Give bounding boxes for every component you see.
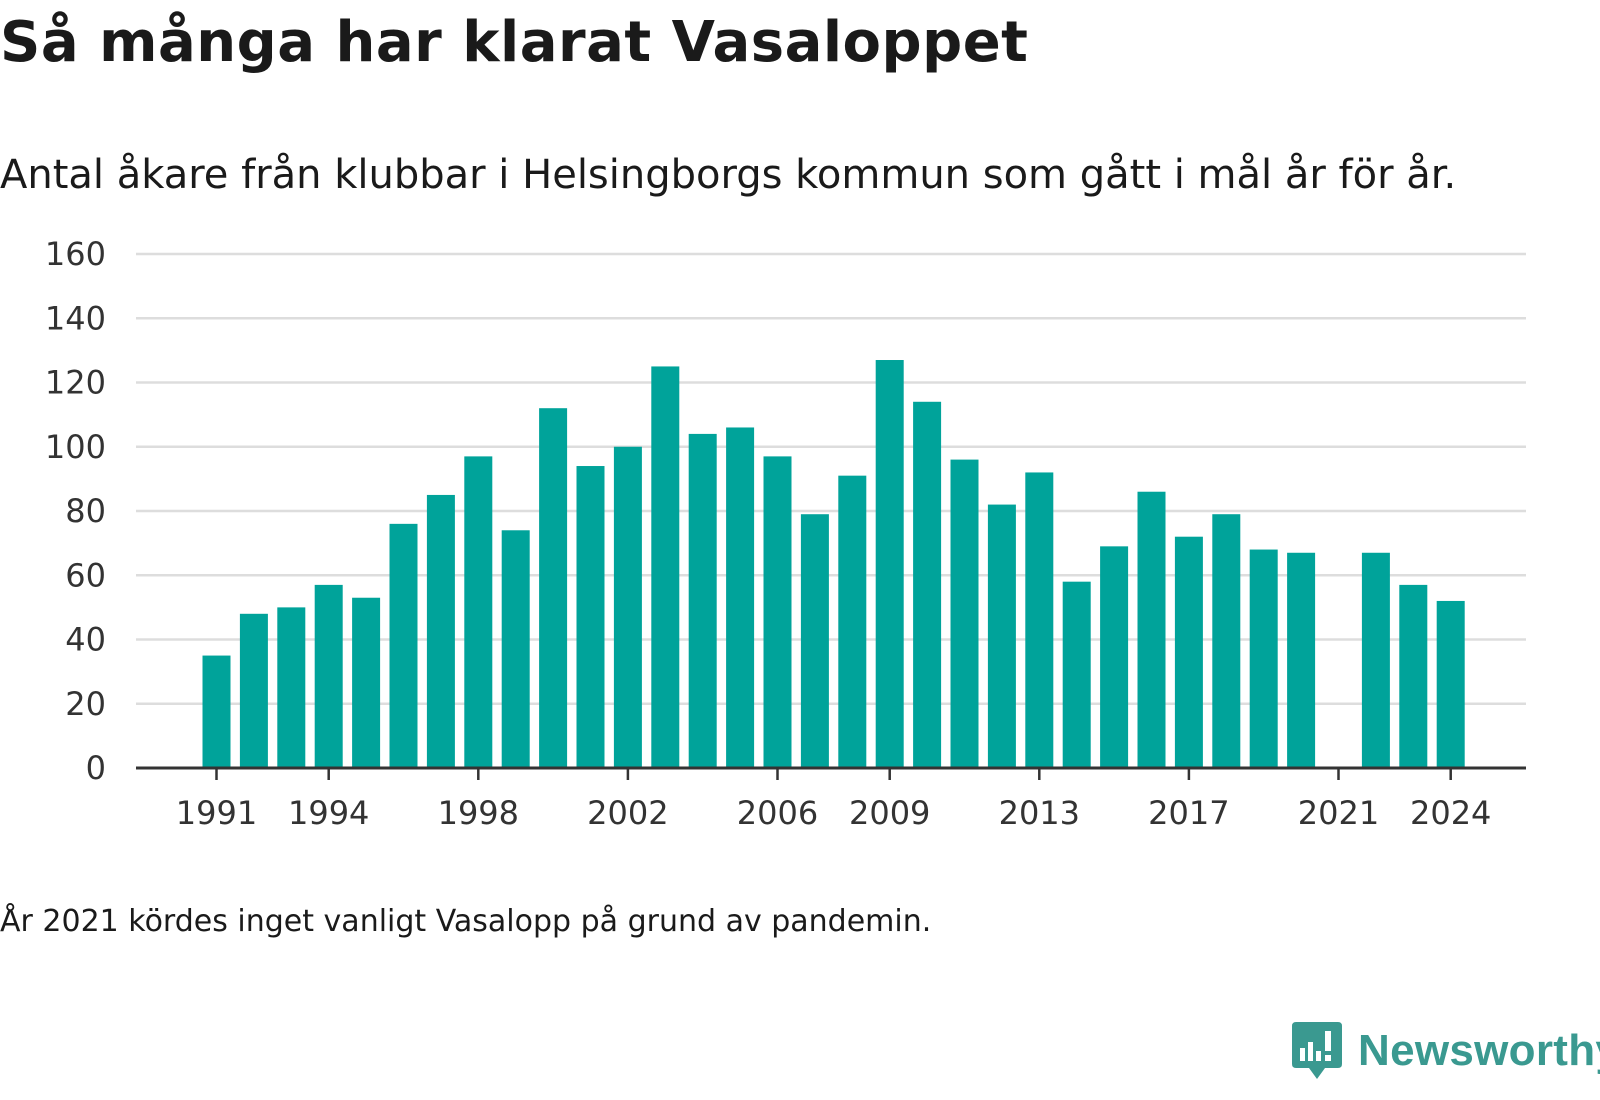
x-tick-label-2017: 2017 bbox=[1148, 794, 1229, 832]
x-tick-label-1998: 1998 bbox=[438, 794, 519, 832]
bar-2012 bbox=[987, 504, 1016, 768]
bar-1997 bbox=[426, 494, 455, 768]
y-tick-label-140: 140 bbox=[45, 299, 106, 337]
bar-2001 bbox=[576, 466, 605, 768]
bar-2017 bbox=[1174, 536, 1203, 768]
bar-2000 bbox=[539, 408, 568, 768]
x-axis bbox=[136, 766, 1526, 780]
bar-2002 bbox=[613, 446, 642, 768]
bar-chart: 0 20 40 60 80 100 120 140 160 1991 1994 1998 2002 20… bbox=[45, 235, 1526, 832]
y-tick-label-120: 120 bbox=[45, 364, 106, 402]
y-axis-tick-labels: 0 20 40 60 80 100 120 140 160 bbox=[45, 235, 106, 787]
footnote: År 2021 kördes inget vanligt Vasalopp på… bbox=[0, 904, 932, 939]
bar-2010 bbox=[913, 401, 942, 768]
bar-2006 bbox=[763, 456, 792, 768]
bar-2005 bbox=[726, 427, 755, 768]
chart-title: Så många har klarat Vasaloppet bbox=[0, 10, 1029, 75]
bar-1994 bbox=[314, 584, 343, 768]
bar-2013 bbox=[1025, 472, 1054, 768]
bar-1992 bbox=[239, 613, 268, 768]
bar-2003 bbox=[651, 366, 680, 768]
gridlines bbox=[136, 252, 1526, 705]
bar-2016 bbox=[1137, 491, 1166, 768]
bar-2004 bbox=[688, 433, 717, 768]
bar-1996 bbox=[389, 523, 418, 768]
bar-2020 bbox=[1287, 552, 1316, 768]
x-tick-label-2024: 2024 bbox=[1410, 794, 1491, 832]
bar-1999 bbox=[501, 530, 530, 768]
brand-logo: Newsworthy bbox=[1292, 1022, 1600, 1080]
bar-2018 bbox=[1212, 514, 1241, 768]
y-tick-label-100: 100 bbox=[45, 428, 106, 466]
x-tick-label-2013: 2013 bbox=[999, 794, 1080, 832]
bar-2008 bbox=[838, 475, 867, 768]
bar-2022 bbox=[1361, 552, 1390, 768]
x-axis-tick-labels: 1991 1994 1998 2002 2006 2009 2013 2017 2021 2024 bbox=[176, 794, 1492, 832]
chart-subtitle: Antal åkare från klubbar i Helsingborgs … bbox=[0, 152, 1457, 198]
brand-name: Newsworthy bbox=[1358, 1026, 1600, 1075]
x-tick-label-1994: 1994 bbox=[288, 794, 369, 832]
bar-1998 bbox=[464, 456, 493, 768]
x-tick-label-2009: 2009 bbox=[849, 794, 930, 832]
bar-2019 bbox=[1249, 549, 1278, 768]
y-tick-label-40: 40 bbox=[65, 621, 106, 659]
y-tick-label-60: 60 bbox=[65, 556, 106, 594]
y-tick-label-80: 80 bbox=[65, 492, 106, 530]
bar-2023 bbox=[1399, 584, 1428, 768]
bar-1993 bbox=[277, 607, 306, 768]
bars bbox=[202, 360, 1465, 768]
x-tick-label-2002: 2002 bbox=[587, 794, 668, 832]
x-tick-label-2021: 2021 bbox=[1298, 794, 1379, 832]
bar-1991 bbox=[202, 655, 231, 768]
y-tick-label-0: 0 bbox=[86, 749, 106, 787]
x-tick-label-2006: 2006 bbox=[737, 794, 818, 832]
bar-2024 bbox=[1436, 600, 1465, 768]
bar-2011 bbox=[950, 459, 979, 768]
y-tick-label-20: 20 bbox=[65, 685, 106, 723]
bar-2007 bbox=[800, 514, 829, 768]
newsworthy-logo-icon bbox=[1292, 1022, 1342, 1079]
y-tick-label-160: 160 bbox=[45, 235, 106, 273]
bar-1995 bbox=[352, 597, 381, 768]
bar-2009 bbox=[875, 360, 904, 768]
bar-2014 bbox=[1062, 581, 1091, 768]
bar-2015 bbox=[1100, 546, 1129, 768]
x-tick-label-1991: 1991 bbox=[176, 794, 257, 832]
